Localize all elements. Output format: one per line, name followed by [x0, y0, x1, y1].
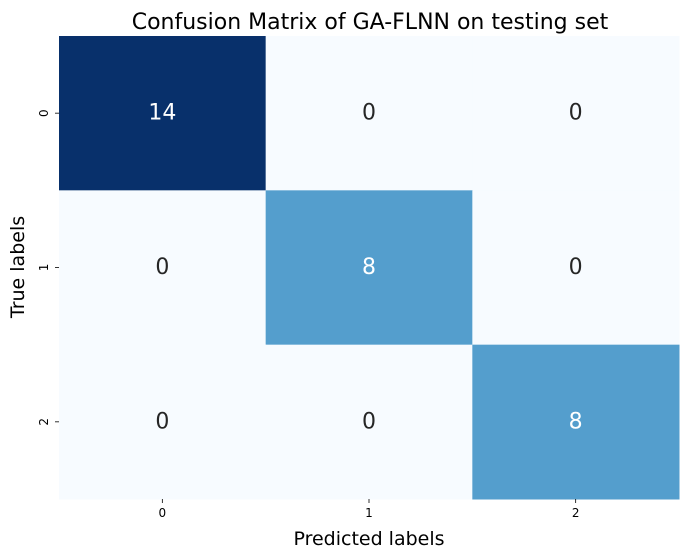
heatmap-cell-2-2 [472, 344, 680, 500]
cell-value-1-2: 0 [569, 255, 583, 280]
y-tick-label-2: 2 [37, 418, 51, 426]
heatmap-cells [59, 36, 680, 500]
x-tick-label-1: 1 [365, 506, 373, 520]
x-tick-label-0: 0 [159, 506, 167, 520]
heatmap-cell-1-1 [265, 190, 473, 346]
x-tick-label-2: 2 [572, 506, 580, 520]
cell-value-0-1: 0 [362, 101, 376, 126]
heatmap-cell-1-2 [472, 190, 680, 346]
x-axis-label: Predicted labels [293, 528, 444, 550]
heatmap-cell-0-2 [472, 36, 680, 191]
cell-value-2-2: 8 [569, 409, 583, 434]
heatmap-cell-1-0 [59, 190, 267, 346]
y-tick-label-1: 1 [37, 264, 51, 272]
cell-value-0-0: 14 [148, 101, 176, 126]
heatmap-values: 14 0 0 0 8 0 0 0 8 [148, 101, 582, 435]
x-axis-ticks: 0 1 2 [159, 498, 580, 520]
y-tick-label-0: 0 [37, 109, 51, 117]
heatmap-cell-0-1 [265, 36, 473, 191]
heatmap-cell-0-0 [59, 36, 267, 191]
y-axis-ticks: 0 1 2 [37, 109, 59, 426]
heatmap-cell-2-1 [265, 344, 473, 500]
cell-value-0-2: 0 [569, 101, 583, 126]
cell-value-2-0: 0 [155, 409, 169, 434]
cell-value-1-0: 0 [155, 255, 169, 280]
cell-value-2-1: 0 [362, 409, 376, 434]
cell-value-1-1: 8 [362, 255, 376, 280]
chart-title: Confusion Matrix of GA-FLNN on testing s… [132, 10, 609, 35]
heatmap-cell-2-0 [59, 344, 267, 500]
y-axis-label: True labels [7, 216, 29, 319]
